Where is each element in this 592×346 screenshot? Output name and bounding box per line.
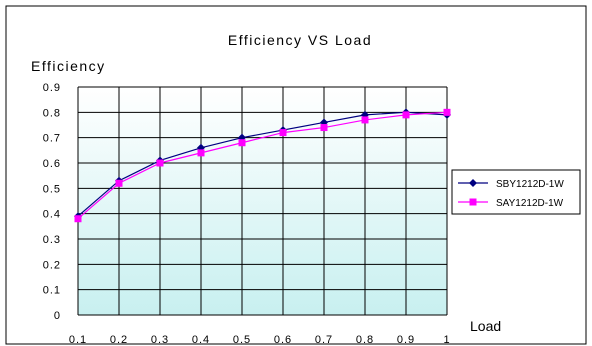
y-tick-label: 0.2 [43,259,61,271]
plot-area [78,87,447,315]
x-tick-label: 0.4 [192,334,210,346]
y-axis-label: Efficiency [31,58,106,74]
chart-title: Efficiency VS Load [228,32,372,48]
data-point-square [443,108,451,116]
legend: SBY1212D-1W SAY1212D-1W [451,169,581,215]
data-point-square [402,111,410,119]
y-tick-label: 0.3 [43,234,61,246]
x-tick-label: 0.7 [315,334,333,346]
x-tick-label: 0.9 [397,334,415,346]
y-tick-label: 0 [54,310,61,322]
x-tick-label: 0.2 [110,334,128,346]
y-tick-label: 0.6 [43,158,61,170]
legend-item: SBY1212D-1W [458,179,564,190]
data-point-square [156,159,164,167]
y-tick-label: 0.1 [43,285,61,297]
data-point-diamond [469,179,477,187]
x-tick-label: 0.3 [151,334,169,346]
y-tick-label: 0.9 [43,82,61,94]
legend-box [451,169,581,215]
series-line [77,111,448,217]
data-point-square [115,179,123,187]
series-line [77,111,448,220]
x-tick-label: 0.6 [274,334,292,346]
series-layer [74,108,451,223]
series-2 [74,108,451,223]
x-tick-label: 0.5 [233,334,251,346]
data-point-square [74,215,82,223]
data-point-square [469,198,477,206]
data-point-square [197,149,205,157]
x-tick-label: 0.8 [356,334,374,346]
y-tick-label: 0.7 [43,133,61,145]
data-point-square [238,139,246,147]
legend-label: SBY1212D-1W [496,179,564,190]
grid-lines [77,86,448,316]
x-axis-label: Load [470,318,501,334]
data-point-square [361,116,369,124]
y-tick-label: 0.5 [43,183,61,195]
x-tick-labels: 0.1 0.2 0.3 0.4 0.5 0.6 0.7 0.8 0.9 1 [69,334,450,346]
x-tick-label: 1 [443,334,450,346]
legend-item: SAY1212D-1W [458,198,564,209]
data-point-square [279,129,287,137]
y-tick-label: 0.4 [43,209,61,221]
x-tick-label: 0.1 [69,334,87,346]
legend-label: SAY1212D-1W [496,198,564,209]
data-point-square [320,124,328,132]
y-tick-label: 0.8 [43,107,61,119]
y-tick-labels: 0 0.1 0.2 0.3 0.4 0.5 0.6 0.7 0.8 0.9 [43,82,61,322]
